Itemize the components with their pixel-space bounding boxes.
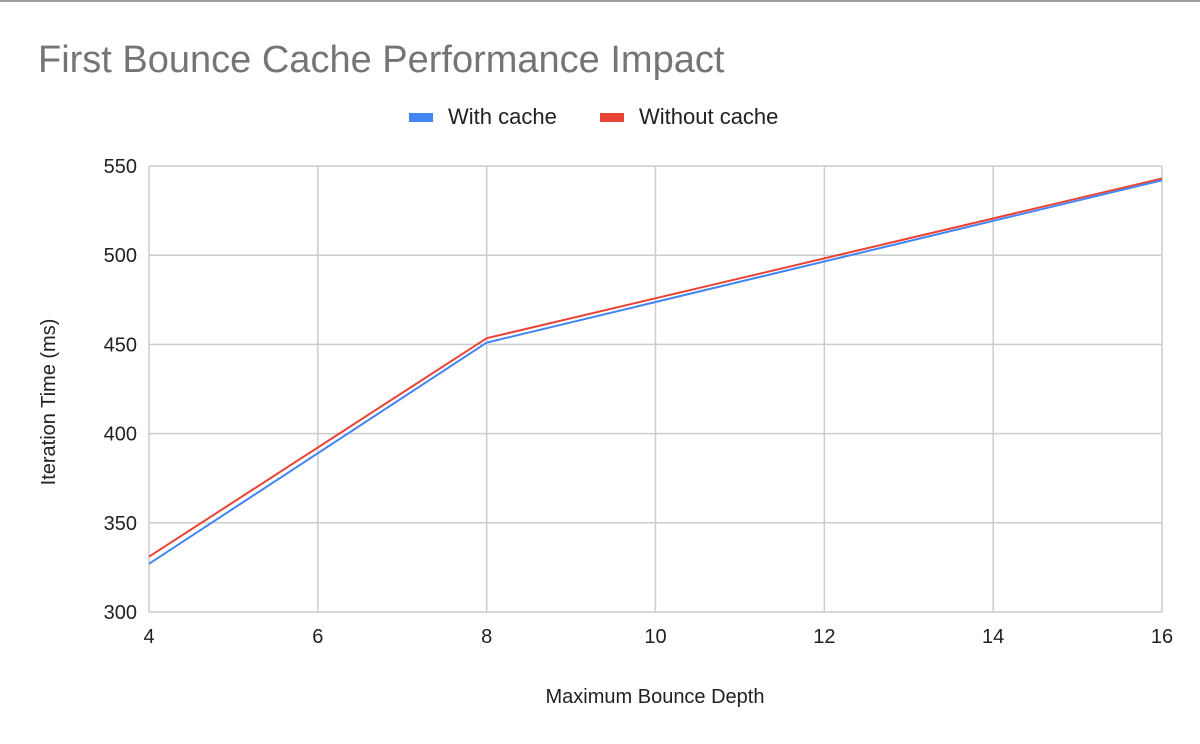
- y-tick-label: 450: [104, 334, 137, 356]
- legend-label-without-cache: Without cache: [639, 104, 778, 129]
- gridlines: [148, 165, 1163, 613]
- x-tick-label: 4: [143, 626, 154, 648]
- y-tick-label: 400: [104, 424, 137, 446]
- chart-title: First Bounce Cache Performance Impact: [38, 39, 725, 81]
- y-tick-label: 350: [104, 513, 137, 535]
- x-axis-ticks: 4 6 8 10 12 14 16: [143, 626, 1173, 648]
- x-axis-title: Maximum Bounce Depth: [546, 686, 765, 708]
- legend: With cache Without cache: [409, 104, 778, 129]
- x-tick-label: 6: [312, 626, 323, 648]
- legend-swatch-without-cache: [600, 113, 624, 122]
- legend-label-with-cache: With cache: [448, 104, 557, 129]
- x-tick-label: 10: [644, 626, 666, 648]
- x-tick-label: 12: [813, 626, 835, 648]
- legend-swatch-with-cache: [409, 113, 433, 122]
- x-tick-label: 8: [481, 626, 492, 648]
- x-tick-label: 14: [982, 626, 1004, 648]
- y-tick-label: 550: [104, 156, 137, 178]
- y-tick-label: 300: [104, 602, 137, 624]
- y-axis-title: Iteration Time (ms): [38, 319, 60, 486]
- plot-series: [148, 177, 1163, 565]
- series-line-with-cache: [148, 179, 1163, 565]
- x-tick-label: 16: [1151, 626, 1173, 648]
- series-line-without-cache: [148, 177, 1163, 558]
- y-axis-ticks: 300 350 400 450 500 550: [104, 156, 137, 624]
- y-tick-label: 500: [104, 245, 137, 267]
